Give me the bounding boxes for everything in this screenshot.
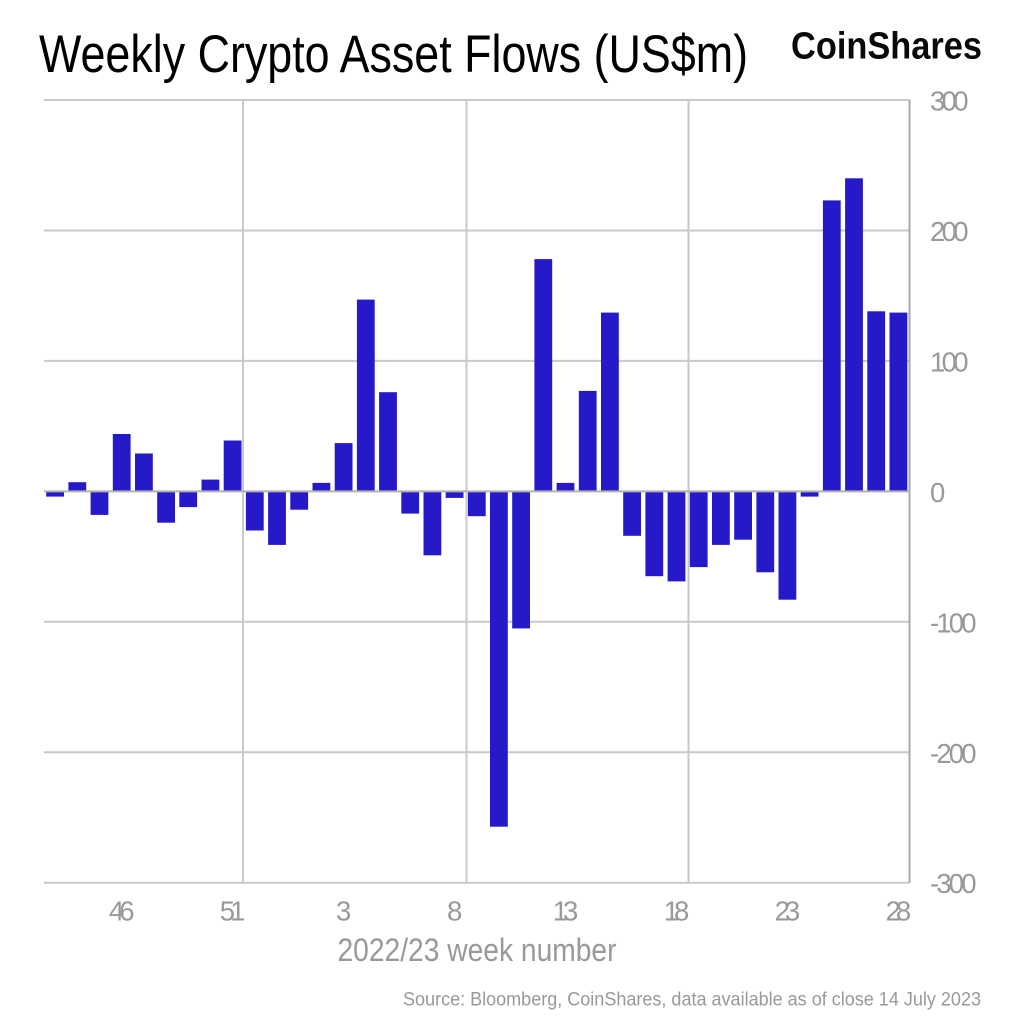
svg-text:300: 300 <box>930 86 969 117</box>
svg-text:46: 46 <box>109 896 135 927</box>
svg-text:200: 200 <box>930 216 969 247</box>
svg-text:-100: -100 <box>930 607 977 638</box>
svg-text:18: 18 <box>664 896 690 927</box>
svg-text:2022/23 week number: 2022/23 week number <box>338 932 617 968</box>
svg-text:-300: -300 <box>930 868 977 899</box>
svg-text:Source: Bloomberg, CoinShares,: Source: Bloomberg, CoinShares, data avai… <box>403 989 981 1011</box>
svg-text:8: 8 <box>447 896 462 927</box>
svg-text:3: 3 <box>336 896 351 927</box>
svg-text:100: 100 <box>930 347 969 378</box>
svg-text:0: 0 <box>930 477 945 508</box>
svg-text:-200: -200 <box>930 738 977 769</box>
svg-text:23: 23 <box>775 896 801 927</box>
svg-text:13: 13 <box>553 896 579 927</box>
svg-text:28: 28 <box>886 896 912 927</box>
svg-text:51: 51 <box>220 896 246 927</box>
svg-text:Weekly Crypto Asset Flows (US$: Weekly Crypto Asset Flows (US$m) <box>39 25 748 84</box>
svg-text:CoinShares: CoinShares <box>791 26 982 68</box>
